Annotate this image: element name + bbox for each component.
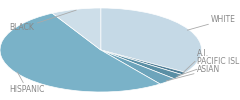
- Text: BLACK: BLACK: [10, 10, 76, 32]
- Text: ASIAN: ASIAN: [166, 66, 220, 81]
- Text: PACIFIC ISL: PACIFIC ISL: [177, 57, 239, 76]
- Text: A.I.: A.I.: [182, 50, 209, 73]
- Wedge shape: [101, 50, 186, 75]
- Wedge shape: [52, 8, 101, 50]
- Wedge shape: [101, 50, 182, 79]
- Wedge shape: [101, 50, 174, 84]
- Wedge shape: [0, 13, 160, 92]
- Text: HISPANIC: HISPANIC: [10, 72, 45, 94]
- Text: WHITE: WHITE: [187, 16, 236, 30]
- Wedge shape: [101, 8, 202, 72]
